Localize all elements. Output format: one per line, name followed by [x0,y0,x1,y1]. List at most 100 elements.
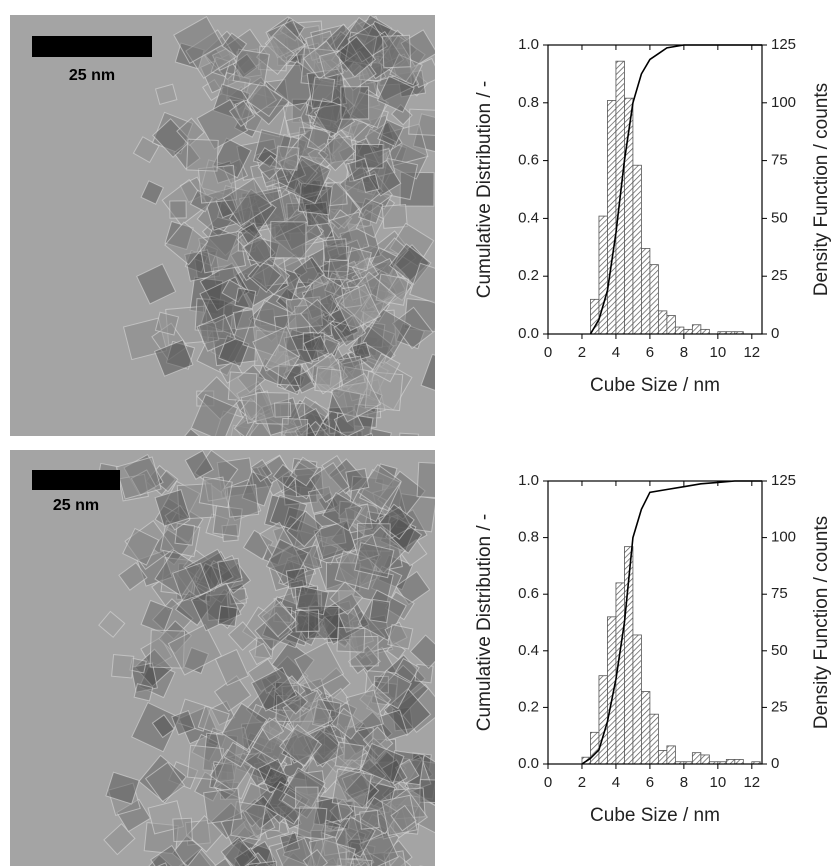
y2-tick-label: 50 [771,642,788,659]
figure: 25 nm 25 nm 0 2 4 6 8 10 12 0.0 0.2 0.4 0.6 0.8 1.0 0… [0,0,837,866]
particle [399,433,418,452]
particle [199,477,232,508]
particle [328,259,348,280]
y-tick-label: 0.6 [518,585,539,602]
histogram-bar [641,692,649,764]
x-tick-label: 10 [709,344,726,361]
histogram-bar [590,732,598,764]
particle [335,742,364,769]
y-tick-label: 1.0 [518,472,539,489]
particle [173,818,192,841]
particle [204,788,242,823]
particle [155,312,178,335]
x-tick-label: 4 [612,344,620,361]
y2-tick-label: 25 [771,267,788,284]
scale-bar [32,36,152,57]
y2-tick-label: 50 [771,209,788,226]
particle [296,787,318,808]
particle [312,77,335,102]
histogram-bar [650,265,658,334]
histogram-bar [650,714,658,764]
y2-tick-label: 125 [771,36,796,53]
histogram-bar [692,325,700,334]
particle [341,87,369,119]
particle [370,599,390,622]
particle [286,568,307,588]
x-tick-label: 0 [544,344,552,361]
particle [276,146,299,170]
y-tick-label: 0.2 [518,267,539,284]
histogram-bar [684,329,692,334]
particle [227,485,259,517]
x-tick-label: 12 [743,774,760,791]
particle [382,205,407,229]
particle [346,468,369,491]
histogram-bar [641,248,649,334]
histogram-bar [607,617,615,764]
x-tick-label: 6 [646,344,654,361]
particle [270,222,306,258]
histogram-bar [701,329,709,334]
x-tick-label: 4 [612,774,620,791]
y2-tick-label: 0 [771,325,779,342]
scale-bar-label: 25 nm [53,497,99,514]
particle [112,655,134,678]
y2-tick-label: 125 [771,472,796,489]
histogram-bar [658,750,666,764]
y-tick-label: 0.4 [518,642,539,659]
y2-tick-label: 100 [771,94,796,111]
y-tick-label: 0.0 [518,755,539,772]
x-tick-label: 6 [646,774,654,791]
y2-axis-label: Density Function / counts [811,83,832,296]
y-tick-label: 0.6 [518,152,539,169]
y2-tick-label: 0 [771,755,779,772]
histogram-bar [735,759,743,764]
histogram-bar [726,759,734,764]
x-tick-label: 2 [578,774,586,791]
y-tick-label: 0.0 [518,325,539,342]
y2-tick-label: 25 [771,698,788,715]
y-tick-label: 1.0 [518,36,539,53]
histogram-bar [692,753,700,764]
particle [417,462,450,498]
particle [134,684,153,701]
y2-tick-label: 75 [771,152,788,169]
particle [409,109,439,135]
x-tick-label: 8 [680,344,688,361]
y2-tick-label: 100 [771,529,796,546]
y2-axis-label: Density Function / counts [811,516,832,729]
particle [286,117,305,137]
particle [233,310,255,330]
x-tick-label: 0 [544,774,552,791]
y-tick-label: 0.8 [518,529,539,546]
y-axis-label: Cumulative Distribution / - [474,81,495,299]
particle [296,610,319,632]
particle [297,806,326,838]
particle [282,418,308,444]
histogram-bar [599,676,607,764]
x-tick-label: 12 [743,344,760,361]
particle [170,201,186,218]
particle [383,35,411,68]
scale-bar [32,470,120,490]
particle [323,239,347,262]
histogram-bar [675,327,683,334]
histogram-bar [658,311,666,334]
x-tick-label: 2 [578,344,586,361]
particle [218,558,242,584]
histogram-bar [667,316,675,334]
histogram-bar [633,635,641,764]
x-tick-label: 8 [680,774,688,791]
x-axis-label: Cube Size / nm [590,805,720,826]
y-tick-label: 0.2 [518,698,539,715]
x-axis-label: Cube Size / nm [590,375,720,396]
histogram-bar [667,746,675,764]
scale-bar-label: 25 nm [69,67,115,84]
particle [362,174,379,192]
particle [235,288,256,309]
y2-tick-label: 75 [771,585,788,602]
histogram-bar [701,755,709,764]
histogram-bar [607,100,615,334]
histogram-bar [633,165,641,334]
histogram-bar [590,299,598,334]
